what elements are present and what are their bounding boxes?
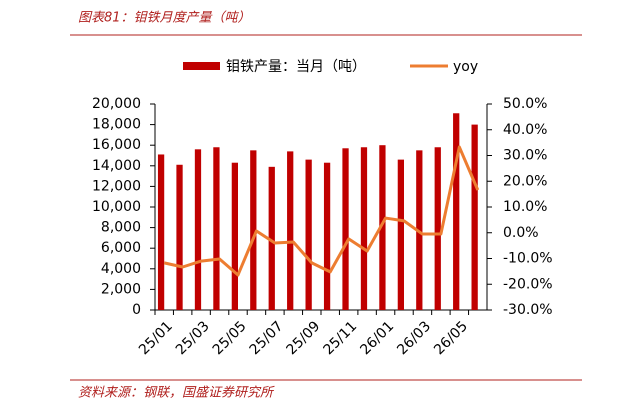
y-tick-label: 16,000 xyxy=(92,137,141,153)
y-tick-label: 4,000 xyxy=(101,261,141,277)
bar xyxy=(157,154,165,310)
legend-label: yoy xyxy=(453,59,478,75)
bar xyxy=(342,148,349,310)
legend-label: 钼铁产量：当月（吨） xyxy=(226,59,366,75)
x-tick-label: 26/05 xyxy=(431,318,471,358)
y-tick-label: 8,000 xyxy=(101,220,141,236)
y-tick-label: 12,000 xyxy=(92,178,141,194)
x-tick-label: 25/01 xyxy=(136,318,176,358)
bar xyxy=(213,147,220,310)
line xyxy=(163,145,480,277)
bar xyxy=(453,113,460,311)
x-tick-label: 26/01 xyxy=(357,318,397,358)
y2-tick-label: -30.0% xyxy=(503,302,553,318)
x-tick-label: 25/07 xyxy=(247,318,287,358)
y-tick-label: 2,000 xyxy=(101,281,141,297)
bar xyxy=(287,151,294,310)
y2-tick-label: 0.0% xyxy=(503,225,539,241)
chart-title: 图表81：钼铁月度产量（吨） xyxy=(78,10,251,26)
bar xyxy=(305,159,312,310)
y2-tick-label: -10.0% xyxy=(503,251,553,267)
x-tick-label: 25/11 xyxy=(320,318,360,358)
y-tick-label: 20,000 xyxy=(92,96,141,112)
y-tick-label: 0 xyxy=(132,302,141,318)
y-tick-label: 6,000 xyxy=(101,240,141,256)
y2-tick-label: 20.0% xyxy=(503,173,547,189)
bar xyxy=(471,124,478,310)
bar xyxy=(231,162,238,310)
y2-tick-label: -20.0% xyxy=(503,276,553,292)
y2-tick-label: 30.0% xyxy=(503,148,547,164)
bar xyxy=(379,145,386,310)
bar xyxy=(176,164,183,310)
legend-swatch xyxy=(183,62,220,70)
bar xyxy=(323,162,331,310)
x-tick-label: 25/05 xyxy=(210,318,250,358)
bar xyxy=(268,166,275,310)
x-tick-label: 25/03 xyxy=(173,318,213,358)
y-tick-label: 14,000 xyxy=(92,158,141,174)
x-tick-label: 25/09 xyxy=(284,318,324,358)
bar xyxy=(194,149,202,310)
bar xyxy=(250,150,257,310)
x-tick-label: 26/03 xyxy=(394,318,434,358)
y-tick-label: 18,000 xyxy=(92,117,141,133)
source: 资料来源：钢联，国盛证券研究所 xyxy=(78,385,275,401)
y-tick-label: 10,000 xyxy=(92,199,141,215)
bar xyxy=(397,159,404,310)
y2-tick-label: 50.0% xyxy=(503,96,547,112)
bar xyxy=(434,147,441,310)
y2-tick-label: 10.0% xyxy=(503,199,547,215)
y2-tick-label: 40.0% xyxy=(503,122,547,138)
bar xyxy=(360,147,368,310)
